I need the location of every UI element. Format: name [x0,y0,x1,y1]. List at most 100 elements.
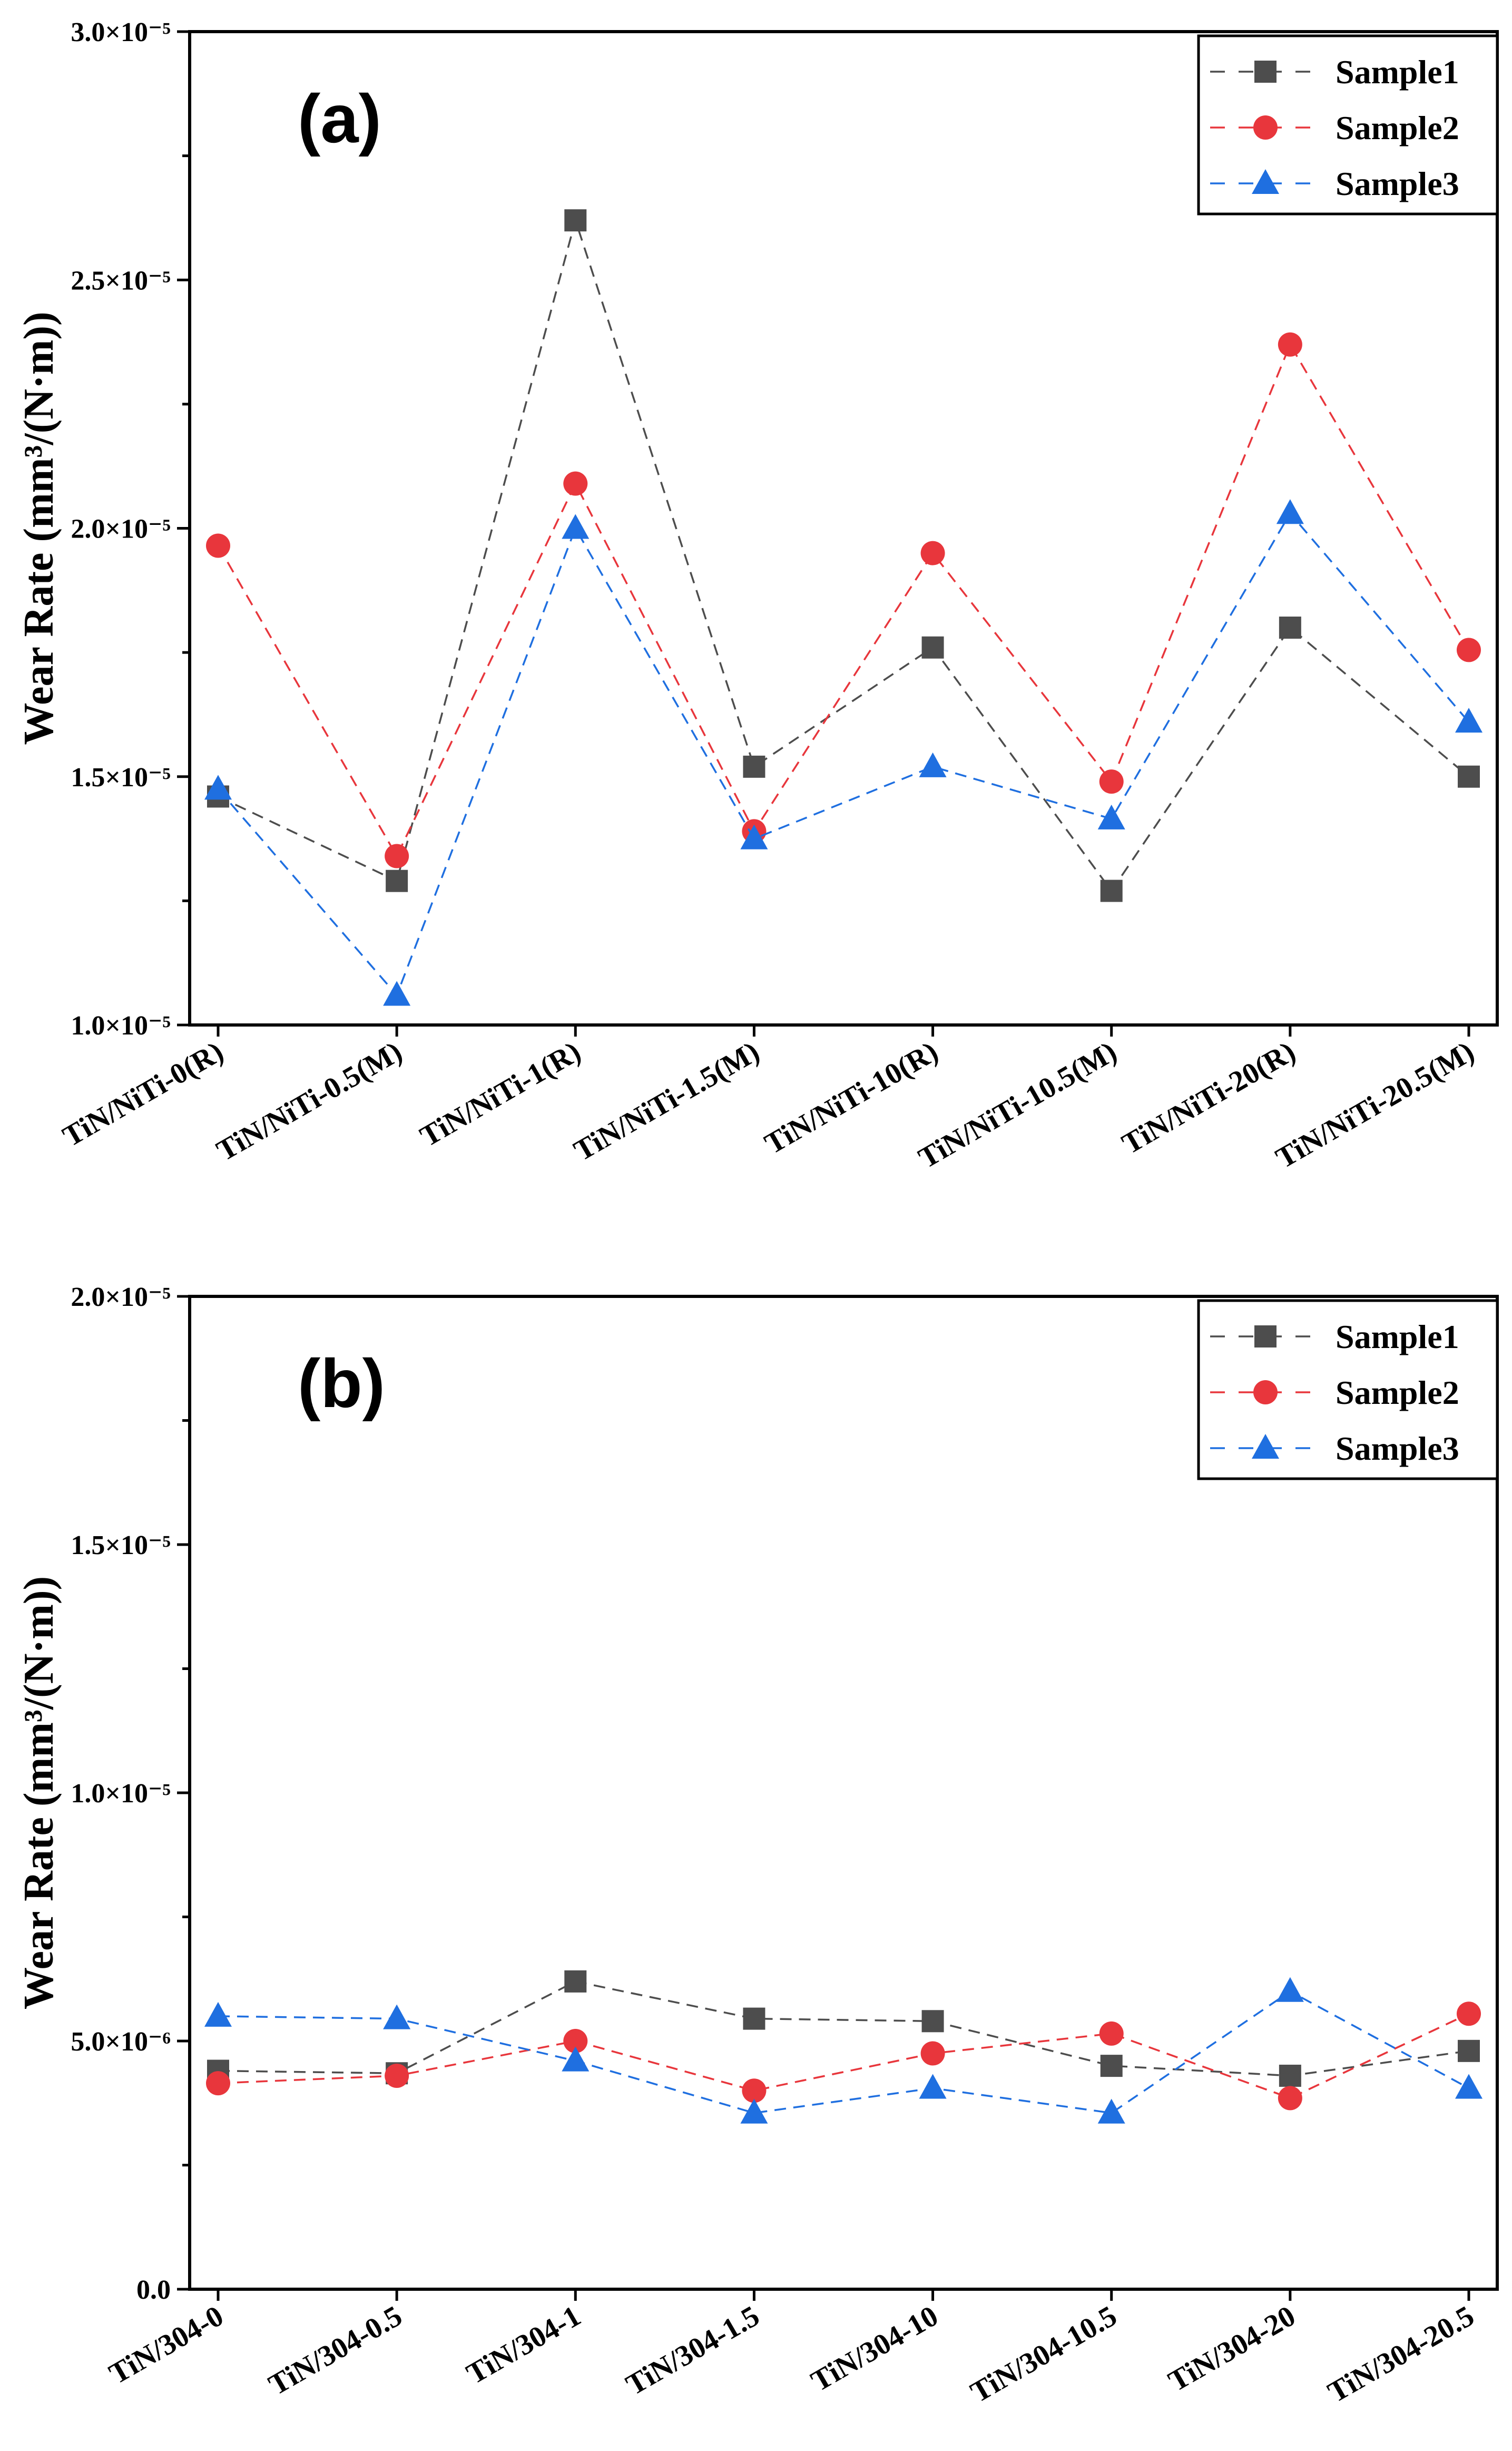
y-tick-label: 0.0 [136,2275,171,2305]
x-tick-label: TiN/304-10.5 [965,2300,1122,2409]
data-point [1276,1977,1304,2002]
data-point [1097,2098,1125,2124]
panel-label: (b) [298,1345,385,1422]
data-point [1279,617,1301,639]
series-sample3 [204,499,1482,1006]
y-tick-label: 2.5×10⁻⁵ [71,266,171,296]
legend-marker [1253,115,1278,140]
legend-label: Sample1 [1336,1318,1459,1355]
series-sample2 [206,2001,1481,2111]
y-axis-title: Wear Rate (mm³/(N·m)) [16,1576,62,2009]
x-tick-label: TiN/NiTi-20(R) [1116,1036,1301,1161]
data-point [1279,2064,1301,2087]
legend-label: Sample2 [1336,1374,1459,1411]
data-point [383,981,411,1006]
data-point [743,755,765,778]
data-point [1278,332,1302,357]
data-point [206,533,230,558]
data-point [740,824,768,849]
data-point [921,2010,944,2033]
data-point [740,2098,768,2124]
x-tick-label: TiN/NiTi-1(R) [415,1036,586,1154]
x-tick-label: TiN/NiTi-1.5(M) [568,1036,765,1168]
y-tick-label: 3.0×10⁻⁵ [71,17,171,47]
y-tick-label: 2.0×10⁻⁵ [71,1282,171,1312]
data-point [562,2046,590,2072]
series-sample3 [204,1977,1482,2124]
x-tick-label: TiN/304-0.5 [263,2300,408,2402]
data-point [1276,499,1304,524]
data-point [921,636,944,659]
x-tick-label: TiN/NiTi-20.5(M) [1271,1036,1480,1175]
x-tick-label: TiN/304-0 [104,2300,229,2391]
data-point [386,870,408,892]
data-point [919,2074,947,2099]
series-line [217,342,1470,858]
y-tick-label: 2.0×10⁻⁵ [71,514,171,544]
y-tick-label: 5.0×10⁻⁶ [71,2027,171,2057]
data-point [1099,769,1124,794]
data-point [204,2001,232,2027]
y-tick-label: 1.5×10⁻⁵ [71,763,171,793]
data-point [1100,880,1123,902]
series-sample1 [207,209,1480,902]
x-tick-label: TiN/NiTi-10.5(M) [913,1036,1122,1175]
series-line [217,512,1470,997]
data-point [385,2063,409,2088]
series-line [218,2013,1469,2100]
data-point [563,471,588,496]
legend-marker [1253,1380,1278,1404]
data-point [1100,2055,1123,2077]
x-tick-label: TiN/304-1.5 [621,2300,765,2402]
legend-marker [1252,1434,1279,1459]
x-tick-label: TiN/304-20.5 [1322,2300,1479,2409]
data-point [1278,2086,1302,2111]
data-point [1097,804,1125,829]
x-tick-label: TiN/304-1 [461,2300,586,2391]
legend: Sample1 Sample2 Sample3 [1197,1299,1499,1480]
data-point [920,541,945,565]
y-axis-title: Wear Rate (mm³/(N·m)) [16,311,62,745]
legend-label: Sample2 [1336,109,1459,147]
data-point [1455,2074,1482,2099]
data-point [1455,708,1482,733]
x-tick-label: TiN/NiTi-0(R) [57,1036,229,1154]
data-point [920,2041,945,2066]
x-tick-label: TiN/NiTi-10(R) [759,1036,944,1161]
legend-marker [1252,169,1279,194]
data-point [919,752,947,777]
data-point [742,2078,767,2103]
x-tick-label: TiN/NiTi-0.5(M) [211,1036,408,1168]
y-tick-label: 1.0×10⁻⁵ [71,1779,171,1809]
data-point [1457,2001,1481,2026]
data-point [1458,2039,1480,2062]
data-point [1099,2021,1124,2046]
legend-label: Sample1 [1336,53,1459,91]
data-point [563,2029,588,2053]
legend: Sample1 Sample2 Sample3 [1197,34,1499,216]
legend-label: Sample3 [1336,165,1459,202]
series-line [218,217,1470,893]
y-tick-label: 1.0×10⁻⁵ [71,1011,171,1041]
data-point [1457,638,1481,662]
legend-marker [1254,61,1277,83]
data-point [1458,765,1480,788]
y-tick-label: 1.5×10⁻⁵ [71,1530,171,1560]
series-line [218,1980,1469,2077]
data-point [383,2004,411,2029]
x-tick-label: TiN/304-10 [806,2300,944,2398]
legend-marker [1254,1325,1277,1347]
data-point [385,844,409,868]
chart-panel-b: 0.0 5.0×10⁻⁶ 1.0×10⁻⁵ 1.5×10⁻⁵ 2.0×10⁻⁵ TiN/3… [16,1282,1499,2409]
chart-panel-a: 1.0×10⁻⁵ 1.5×10⁻⁵ 2.0×10⁻⁵ 2.5×10⁻⁵ 3.0×10⁻⁵… [16,17,1499,1175]
data-point [564,209,587,232]
legend-label: Sample3 [1336,1430,1459,1467]
series-sample2 [206,332,1481,868]
panel-label: (a) [298,80,381,157]
x-tick-label: TiN/304-20 [1163,2300,1301,2398]
data-point [562,514,590,539]
data-point [204,775,232,800]
data-point [743,2007,765,2030]
data-point [564,1970,587,1993]
